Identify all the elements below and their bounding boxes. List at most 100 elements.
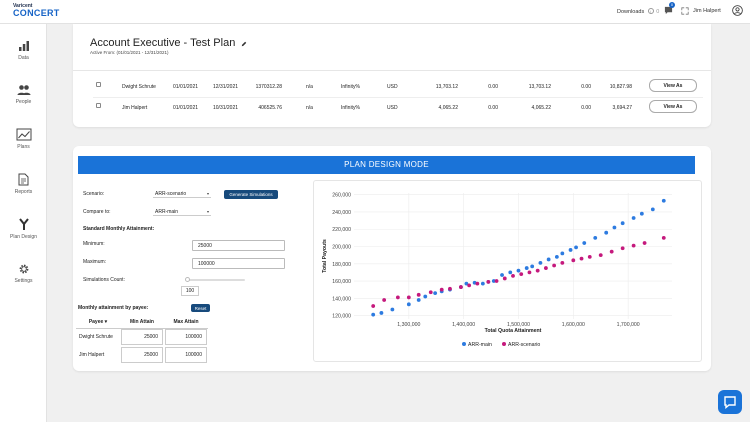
chat-launcher-button[interactable] <box>718 390 742 414</box>
page-title: Account Executive - Test Plan <box>90 37 236 49</box>
arr-main-point <box>530 264 535 269</box>
plan-design-banner: PLAN DESIGN MODE <box>78 156 695 174</box>
sidebar-item-people[interactable]: People <box>0 84 47 105</box>
arr-scenario-point <box>579 256 584 261</box>
row-checkbox[interactable] <box>96 103 101 108</box>
simulations-slider-track[interactable] <box>187 279 245 281</box>
table-header-row: Payee ▾ Min Attain Max Attain <box>76 317 208 329</box>
scatter-chart-panel: 120,000 140,000 160,000 180,000 200,000 220,0… <box>313 180 702 362</box>
arr-scenario-point <box>527 270 532 275</box>
x-tick-label: 1,700,000 <box>617 322 640 328</box>
sidebar-item-label: Plans <box>17 144 30 150</box>
expand-icon[interactable] <box>681 7 689 15</box>
document-icon <box>18 173 29 186</box>
amount-3: 4,065.22 <box>531 105 551 111</box>
arr-scenario-point <box>459 285 463 289</box>
y-axis-label: Total Payouts <box>322 239 328 273</box>
reset-button[interactable]: Reset <box>191 304 210 312</box>
row-checkbox[interactable] <box>96 82 101 87</box>
arr-scenario-point <box>494 279 499 283</box>
percent-value: Infinity% <box>341 84 360 90</box>
pencil-icon[interactable] <box>241 41 247 47</box>
na-value: n/a <box>306 84 313 90</box>
table-row: Jim Halpert 25000 100000 <box>76 346 208 364</box>
end-date: 12/31/2021 <box>213 84 239 90</box>
percent-value: Infinity% <box>341 105 360 111</box>
arr-scenario-point <box>642 241 647 245</box>
arr-scenario-point <box>475 281 480 286</box>
arr-scenario-point <box>571 258 576 263</box>
amount-4: 0.00 <box>581 84 591 90</box>
logo[interactable]: Varicent CONCERT <box>13 4 60 18</box>
compare-select[interactable]: ARR-main ▾ <box>153 207 211 216</box>
downloads-link[interactable]: Downloads i 0 <box>617 8 659 15</box>
simulations-slider-handle[interactable] <box>185 277 190 282</box>
y-tick-label: 160,000 <box>332 279 351 285</box>
max-attain-cell[interactable]: 100000 <box>165 329 207 346</box>
sidebar-item-settings[interactable]: Settings <box>0 263 47 284</box>
arr-main-point <box>546 257 551 262</box>
legend-label: ARR-main <box>468 342 492 348</box>
arr-main-point <box>593 235 598 240</box>
arr-main-point <box>491 279 496 283</box>
compare-label: Compare to: <box>83 209 111 215</box>
arr-main-point <box>524 266 529 270</box>
amount-1: 4,065.22 <box>438 105 458 111</box>
column-header-payee[interactable]: Payee ▾ <box>76 317 120 329</box>
amount-5: 10,827.98 <box>609 84 632 90</box>
raw-value: 406525.76 <box>258 105 282 111</box>
plan-card: Account Executive - Test Plan Active Fro… <box>73 24 711 127</box>
y-tick-label: 200,000 <box>332 245 351 251</box>
fork-icon <box>18 218 29 230</box>
arr-main-point <box>390 307 395 312</box>
arr-scenario-point <box>560 261 565 265</box>
column-header-max: Max Attain <box>164 317 208 329</box>
generate-simulations-button[interactable]: Generate Simulations <box>224 190 278 199</box>
divider <box>73 70 711 71</box>
y-tick-label: 260,000 <box>332 193 351 199</box>
sidebar-item-plans[interactable]: Plans <box>0 128 47 150</box>
active-dates: Active From: (01/01/2021 - 12/31/2021) <box>90 50 169 55</box>
scenario-value: ARR-scenario <box>155 191 187 197</box>
min-attain-cell[interactable]: 25000 <box>121 329 163 346</box>
raw-value: 1370312.28 <box>255 84 282 90</box>
y-tick-label: 220,000 <box>332 227 351 233</box>
chat-bubble-icon <box>724 396 736 409</box>
chat-icon[interactable] <box>664 6 673 15</box>
sidebar-item-label: Plan Design <box>10 234 37 240</box>
avatar-icon[interactable] <box>732 5 743 16</box>
user-name[interactable]: Jim Halpert <box>693 8 721 14</box>
arr-main-point <box>574 245 578 250</box>
amount-3: 13,703.12 <box>528 84 551 90</box>
arr-scenario-point <box>406 295 411 300</box>
amount-1: 13,703.12 <box>435 84 458 90</box>
sidebar-item-reports[interactable]: Reports <box>0 173 47 195</box>
sidebar-item-plan-design[interactable]: Plan Design <box>0 218 47 240</box>
sidebar-item-label: Settings <box>14 278 33 284</box>
arr-main-point <box>508 270 513 275</box>
simulations-count-value: 100 <box>181 286 199 296</box>
gear-icon <box>19 264 28 274</box>
min-attain-cell[interactable]: 25000 <box>121 347 163 363</box>
max-attain-cell[interactable]: 100000 <box>165 347 207 363</box>
arr-scenario-point <box>428 290 433 295</box>
x-tick-label: 1,400,000 <box>452 322 475 328</box>
view-as-button[interactable]: View As <box>649 79 697 92</box>
sidebar-item-data[interactable]: Data <box>0 40 47 61</box>
table-row: Dwight Schrute 25000 100000 <box>76 328 208 346</box>
arr-main-point <box>480 281 485 286</box>
divider <box>93 97 703 98</box>
minimum-input[interactable] <box>192 240 285 251</box>
maximum-input[interactable] <box>192 258 285 269</box>
view-as-button[interactable]: View As <box>649 100 697 113</box>
downloads-count: 0 <box>656 9 660 15</box>
arr-main-point <box>661 198 666 203</box>
scenario-select[interactable]: ARR-scenario ▾ <box>153 189 211 198</box>
arr-main-point <box>500 273 504 277</box>
arr-main-point <box>538 261 543 265</box>
arr-main-point <box>433 291 438 296</box>
arr-scenario-point <box>439 287 444 292</box>
maximum-label: Maximum: <box>83 259 107 265</box>
end-date: 10/31/2021 <box>213 105 239 111</box>
standard-attainment-label: Standard Monthly Attainment: <box>83 226 155 232</box>
